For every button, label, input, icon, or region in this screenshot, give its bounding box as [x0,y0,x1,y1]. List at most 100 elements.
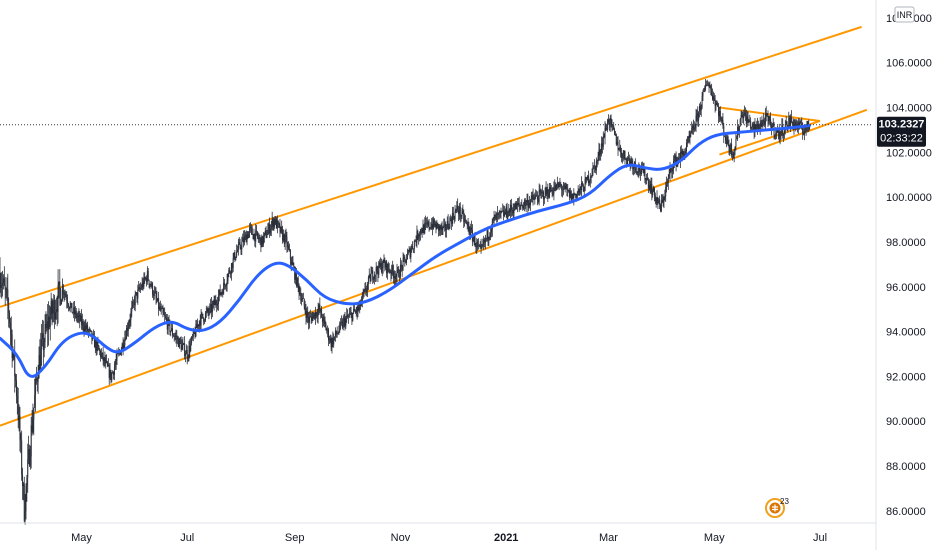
time-tick: May [71,532,92,544]
moving-average-line[interactable] [0,123,812,378]
currency-badge[interactable]: INR [894,6,915,23]
candlesticks [0,78,811,525]
candle-body [82,320,84,329]
candle-body [605,127,607,130]
candle-body [85,325,87,329]
candle-body [233,252,235,259]
time-tick: Mar [599,532,618,544]
candle-body [739,119,741,127]
candle-body [192,331,194,338]
candle-body [472,238,474,242]
candle-body [544,188,546,198]
candle-body [505,206,507,214]
candle-body [53,300,55,310]
candle-body [520,205,522,207]
candle-body [702,91,704,97]
candle-body [386,261,388,274]
candle-body [337,333,339,334]
candle-body [297,277,299,286]
candle-body [408,249,410,252]
candle-body [64,294,66,296]
candle-body [8,303,10,313]
candle-body [304,306,306,311]
plot-area[interactable] [0,25,872,525]
candle-body [718,111,720,117]
candle-body [614,133,616,135]
candle-body [626,159,628,165]
candle-body [313,312,315,316]
candle-body [650,184,652,192]
candle-body [361,294,363,302]
candle-body [35,378,37,381]
candle-body [18,415,20,421]
time-axis[interactable]: May Jul Sep Nov 2021 Mar May Jul [0,522,876,544]
candle-body [553,188,555,194]
candle-body [458,209,460,214]
candle-body [510,204,512,213]
candle-body [310,316,312,318]
price-axis[interactable]: 86.0000 88.0000 90.0000 92.0000 94.0000 96.00… [875,0,932,550]
candle-body [464,219,466,222]
trend-line[interactable] [0,108,868,427]
candle-body [94,340,96,348]
candle-body [516,202,518,210]
candle-body [45,324,47,329]
trend-line[interactable] [0,25,862,308]
candle-body [97,341,99,346]
candle-body [15,376,17,381]
candle-body [67,304,69,308]
candle-body [514,203,516,210]
candle-body [113,371,115,375]
candle-body [237,243,239,251]
candle-body [789,117,791,126]
candle-body [537,199,539,202]
candle-body [273,219,275,227]
candle-body [620,147,622,153]
candle-body [540,191,542,194]
candle-body [653,187,655,196]
candle-body [476,241,478,248]
candle-body [725,140,727,144]
candle-body [463,212,465,222]
candle-body [350,313,352,314]
candle-body [43,342,45,351]
candle-body [764,121,766,125]
candle-body [80,315,82,322]
candle-body [741,115,743,117]
candle-body [456,205,458,210]
candle-body [74,311,76,315]
candle-body [582,185,584,192]
candle-body [19,415,21,440]
candle-body [135,292,137,295]
candle-body [248,231,250,238]
trend-line[interactable] [719,106,821,122]
candle-body [803,132,805,135]
candle-body [740,115,742,120]
events-icon[interactable]: 23 [765,497,789,518]
candle-body [484,239,486,243]
candle-body [307,311,309,318]
candle-body [232,258,234,268]
candle-body [5,289,7,291]
candle-body [163,312,165,315]
candle-body [677,158,679,161]
candle-body [354,311,356,312]
candle-body [264,230,266,233]
candle-body [432,219,434,229]
candle-body [319,304,321,312]
candle-body [23,483,25,521]
candle-body [327,329,329,331]
candle-body [722,120,724,127]
candle-body [228,269,230,275]
candle-body [473,236,475,239]
candle-body [122,343,124,349]
candle-body [380,263,382,267]
candle-body [173,336,175,337]
candle-body [346,315,348,319]
candle-body [689,134,691,139]
candle-body [673,159,675,162]
candle-body [177,338,179,340]
candle-body [645,179,647,181]
candle-body [662,199,664,203]
